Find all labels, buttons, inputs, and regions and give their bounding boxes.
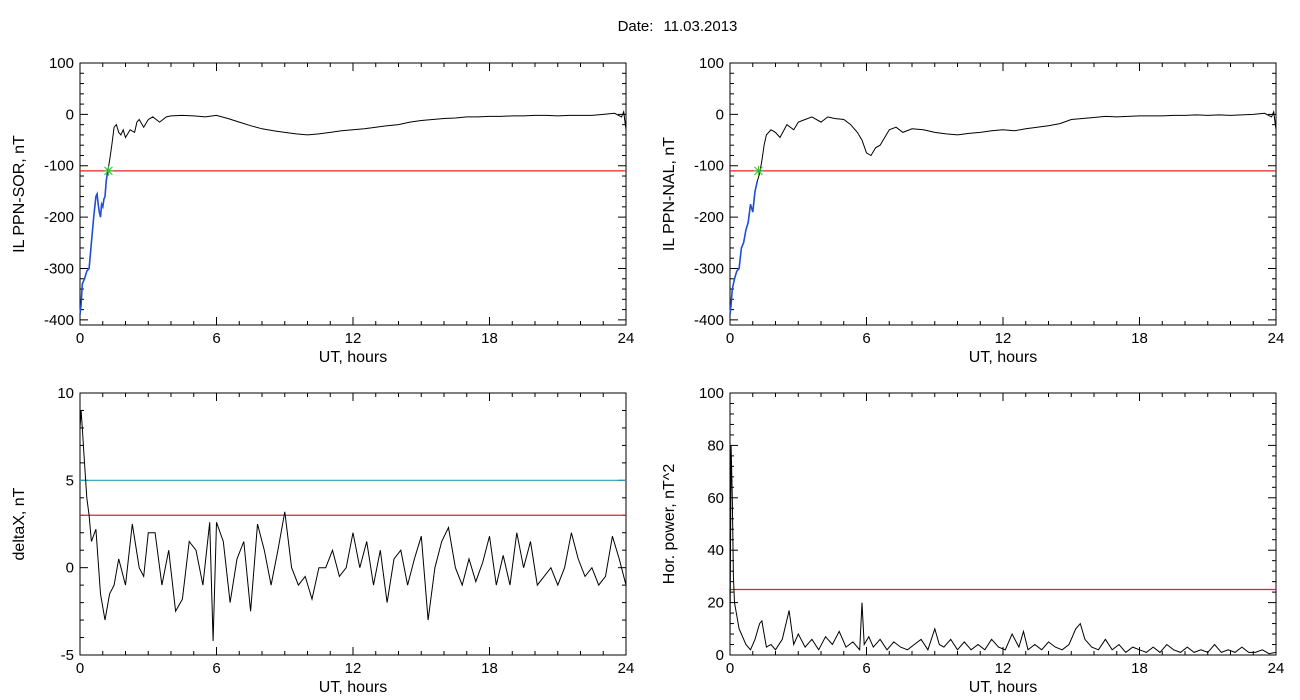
y-tick-label: 100 <box>699 385 724 402</box>
y-tick-label: 10 <box>57 385 74 402</box>
data-series-line <box>79 410 627 642</box>
crossing-marker <box>753 165 764 176</box>
y-tick-label: 5 <box>66 472 74 489</box>
crossing-marker <box>103 165 114 176</box>
highlight-segment <box>79 173 109 315</box>
panel-hor-power: 0 6 12 18 24 0 20 40 60 80 100 UT, hours Hor. power,… <box>661 385 1284 696</box>
y-tick-label: -200 <box>44 209 74 226</box>
x-tick-label: 24 <box>1268 660 1285 677</box>
y-tick-label: -200 <box>694 209 724 226</box>
plot-frame <box>729 392 1277 656</box>
y-tick-label: 60 <box>707 490 724 507</box>
x-tick-label: 0 <box>76 330 84 347</box>
highlight-segment <box>729 181 759 315</box>
date-value: 11.03.2013 <box>663 18 738 35</box>
y-tick-label: 100 <box>699 55 724 72</box>
x-axis-label: UT, hours <box>969 679 1037 696</box>
y-tick-label: -100 <box>44 158 74 175</box>
y-tick-label: 0 <box>66 560 74 577</box>
y-axis-label: IL PPN-SOR, nT <box>11 135 28 253</box>
y-axis-label: IL PPN-NAL, nT <box>661 137 678 251</box>
y-tick-label: 0 <box>716 106 724 123</box>
data-series-line <box>729 109 1277 315</box>
plot-frame <box>79 392 627 656</box>
y-tick-label: -300 <box>694 260 724 277</box>
y-tick-label: -100 <box>694 158 724 175</box>
y-tick-label: -400 <box>44 312 74 329</box>
y-axis-label: Hor. power, nT^2 <box>661 464 678 585</box>
y-tick-label: 40 <box>707 542 724 559</box>
x-tick-label: 6 <box>212 330 220 347</box>
x-tick-label: 6 <box>862 660 870 677</box>
y-tick-label: -300 <box>44 260 74 277</box>
x-axis-label: UT, hours <box>319 349 387 366</box>
plot-frame <box>729 62 1277 326</box>
y-tick-label: -5 <box>61 647 74 664</box>
plot-frame <box>79 62 627 326</box>
y-tick-label: -400 <box>694 312 724 329</box>
data-series-line <box>79 109 627 315</box>
x-tick-label: 12 <box>345 330 362 347</box>
y-tick-label: 80 <box>707 437 724 454</box>
x-tick-label: 12 <box>995 330 1012 347</box>
page-title: Date: 11.03.2013 <box>0 18 1300 35</box>
panel-il-nal: 0 6 12 18 24 -400 -300 -200 -100 0 100 UT, hours IL … <box>661 55 1284 366</box>
x-tick-label: 18 <box>481 660 498 677</box>
y-tick-label: 100 <box>49 55 74 72</box>
panel-il-sor: 0 6 12 18 24 -400 -300 -200 -100 0 100 UT, hours IL … <box>11 55 634 366</box>
y-axis-label: deltaX, nT <box>11 487 28 560</box>
y-tick-label: 0 <box>66 106 74 123</box>
x-axis-label: UT, hours <box>319 679 387 696</box>
x-axis-label: UT, hours <box>969 349 1037 366</box>
x-tick-label: 6 <box>212 660 220 677</box>
x-tick-label: 0 <box>726 330 734 347</box>
x-tick-label: 24 <box>1268 330 1285 347</box>
x-tick-label: 18 <box>1131 660 1148 677</box>
x-tick-label: 12 <box>345 660 362 677</box>
x-tick-label: 6 <box>862 330 870 347</box>
date-label: Date: <box>617 18 654 35</box>
x-tick-label: 18 <box>481 330 498 347</box>
x-tick-label: 0 <box>726 660 734 677</box>
x-tick-label: 12 <box>995 660 1012 677</box>
x-tick-label: 18 <box>1131 330 1148 347</box>
crossing-marker-stroke <box>104 166 113 176</box>
crossing-marker-stroke <box>754 166 763 176</box>
y-tick-label: 0 <box>716 647 724 664</box>
y-tick-label: 20 <box>707 595 724 612</box>
data-series-line <box>729 445 1277 655</box>
x-tick-label: 0 <box>76 660 84 677</box>
x-tick-label: 24 <box>618 330 635 347</box>
x-tick-label: 24 <box>618 660 635 677</box>
